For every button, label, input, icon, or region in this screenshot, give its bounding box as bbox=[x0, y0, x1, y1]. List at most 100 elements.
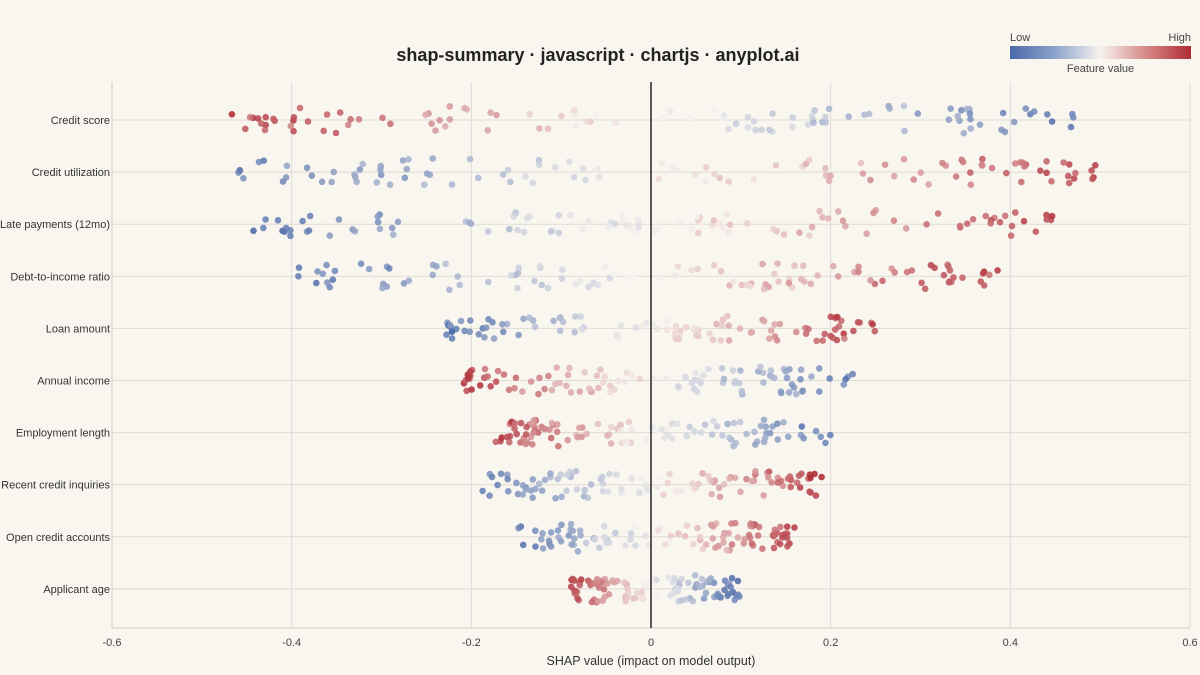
shap-point bbox=[960, 129, 968, 137]
shap-point bbox=[668, 420, 676, 428]
shap-point bbox=[976, 121, 984, 128]
shap-point bbox=[730, 442, 737, 450]
shap-point bbox=[917, 169, 924, 176]
shap-point bbox=[980, 282, 988, 289]
shap-point bbox=[683, 432, 691, 440]
shap-point bbox=[841, 335, 848, 342]
shap-point bbox=[484, 373, 492, 380]
shap-point bbox=[545, 537, 553, 545]
shap-point bbox=[573, 486, 581, 493]
shap-point bbox=[699, 470, 706, 477]
shap-point bbox=[839, 217, 847, 224]
shap-point bbox=[925, 181, 932, 188]
shap-point bbox=[1001, 128, 1009, 136]
shap-point bbox=[805, 325, 812, 333]
shap-point bbox=[390, 231, 397, 238]
shap-point bbox=[536, 125, 543, 132]
shap-point bbox=[379, 114, 386, 122]
shap-point bbox=[1043, 216, 1050, 223]
shap-point bbox=[628, 474, 635, 482]
shap-point bbox=[625, 418, 633, 426]
shap-point bbox=[332, 129, 340, 137]
shap-point bbox=[914, 110, 922, 117]
shap-point bbox=[529, 441, 536, 448]
shap-point bbox=[465, 372, 473, 380]
shap-point bbox=[601, 373, 609, 380]
shap-point bbox=[457, 317, 465, 325]
shap-point bbox=[558, 275, 566, 283]
shap-point bbox=[526, 111, 533, 118]
shap-point bbox=[446, 116, 454, 123]
shap-point bbox=[467, 317, 474, 324]
shap-point bbox=[313, 279, 320, 287]
shap-point bbox=[774, 479, 782, 486]
shap-point bbox=[588, 598, 596, 606]
shap-point bbox=[719, 316, 726, 324]
x-tick-label: 0.2 bbox=[823, 637, 838, 649]
shap-point bbox=[556, 327, 564, 335]
shap-point bbox=[550, 317, 557, 325]
shap-point bbox=[755, 523, 763, 531]
shap-point bbox=[726, 475, 733, 483]
shap-point bbox=[813, 337, 820, 345]
shap-point bbox=[826, 375, 833, 382]
shap-point bbox=[785, 279, 793, 287]
shap-point bbox=[547, 543, 555, 550]
shap-point bbox=[747, 520, 754, 527]
shap-point bbox=[695, 332, 702, 340]
shap-point bbox=[707, 477, 714, 484]
shap-point bbox=[355, 116, 363, 123]
shap-point bbox=[386, 265, 393, 272]
shap-point bbox=[576, 581, 584, 589]
shap-point bbox=[1022, 105, 1030, 112]
shap-point bbox=[857, 159, 865, 167]
shap-point bbox=[721, 586, 728, 594]
shap-point bbox=[568, 541, 575, 548]
shap-point bbox=[689, 480, 696, 487]
shap-point bbox=[287, 227, 294, 234]
shap-point bbox=[299, 217, 306, 225]
shap-point bbox=[671, 272, 679, 279]
shap-point bbox=[799, 262, 807, 270]
shap-point bbox=[274, 217, 282, 224]
shap-point bbox=[827, 172, 834, 180]
shap-point bbox=[743, 475, 750, 483]
shap-point bbox=[530, 417, 537, 424]
shap-point bbox=[628, 372, 636, 379]
shap-point bbox=[634, 216, 642, 224]
shap-point bbox=[558, 521, 565, 529]
shap-point bbox=[885, 102, 892, 110]
shap-point bbox=[306, 212, 314, 220]
shap-point bbox=[571, 328, 578, 336]
shap-point bbox=[854, 319, 862, 326]
shap-point bbox=[891, 269, 898, 276]
shap-point bbox=[627, 530, 635, 537]
shap-point bbox=[831, 326, 839, 333]
shap-point bbox=[727, 583, 735, 591]
shap-point bbox=[612, 119, 619, 126]
shap-point bbox=[454, 273, 462, 280]
shap-point bbox=[1003, 169, 1010, 177]
shap-point bbox=[817, 433, 824, 441]
shap-point bbox=[499, 171, 507, 178]
shap-point bbox=[706, 330, 713, 337]
shap-point bbox=[818, 473, 825, 481]
shap-point bbox=[979, 270, 987, 277]
shap-point bbox=[531, 323, 539, 331]
shap-point bbox=[548, 386, 556, 394]
shap-point bbox=[1007, 232, 1015, 239]
shap-point bbox=[617, 421, 624, 429]
shap-point bbox=[720, 481, 728, 488]
feature-label: Credit utilization bbox=[32, 167, 110, 179]
shap-point bbox=[822, 439, 829, 447]
shap-point bbox=[777, 523, 784, 531]
shap-point bbox=[703, 164, 710, 171]
shap-point bbox=[400, 280, 408, 287]
shap-point bbox=[485, 278, 492, 286]
shap-point bbox=[812, 492, 820, 499]
shap-point bbox=[558, 493, 565, 501]
shap-point bbox=[283, 162, 291, 170]
feature-label: Late payments (12mo) bbox=[0, 219, 110, 231]
shap-point bbox=[604, 432, 611, 439]
shap-point bbox=[593, 372, 601, 380]
